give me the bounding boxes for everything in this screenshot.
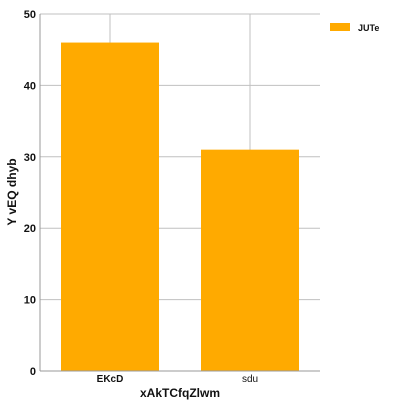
x-axis-title: xAkTCfqZlwm (140, 386, 220, 400)
x-tick-labels: EKcD sdu (97, 374, 258, 385)
y-tick-label: 30 (24, 152, 36, 164)
legend-label: JUTe (358, 23, 379, 33)
y-tick-label: 20 (24, 223, 36, 235)
axes (39, 14, 320, 372)
y-tick-labels: 0 10 20 30 40 50 (24, 9, 36, 378)
y-tick-label: 0 (30, 366, 36, 378)
y-axis-title: Y vEQ dhyb (5, 158, 19, 225)
bars (61, 42, 299, 372)
y-tick-label: 40 (24, 80, 36, 92)
bar-sdu (201, 149, 299, 371)
x-tick-label: sdu (242, 374, 258, 385)
y-tick-label: 10 (24, 295, 36, 307)
bar-EKcD (61, 42, 159, 372)
x-tick-label: EKcD (97, 374, 124, 385)
legend: JUTe (330, 23, 379, 33)
legend-swatch (330, 23, 350, 31)
y-tick-label: 50 (24, 9, 36, 21)
